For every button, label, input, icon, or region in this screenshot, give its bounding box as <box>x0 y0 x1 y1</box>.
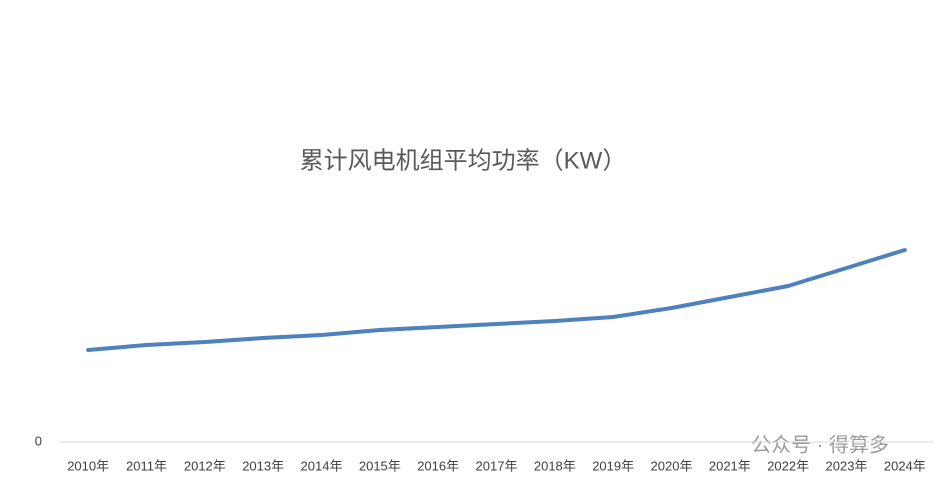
x-tick-label: 2017年 <box>476 458 518 473</box>
x-tick-label: 2018年 <box>534 458 576 473</box>
x-tick-label: 2024年 <box>884 458 926 473</box>
x-tick-label: 2023年 <box>826 458 868 473</box>
x-tick-label: 2020年 <box>651 458 693 473</box>
line-series <box>86 248 907 352</box>
x-tick-label: 2010年 <box>67 458 109 473</box>
x-tick-label: 2014年 <box>301 458 343 473</box>
x-tick-label: 2015年 <box>359 458 401 473</box>
x-tick-label: 2012年 <box>184 458 226 473</box>
x-tick-label: 2016年 <box>417 458 459 473</box>
x-tick-label: 2011年 <box>126 458 167 473</box>
x-tick-label: 2019年 <box>592 458 634 473</box>
x-tick-label: 2013年 <box>242 458 284 473</box>
watermark: 公众号 · 得算多 <box>751 433 889 456</box>
x-tick-label: 2021年 <box>709 458 751 473</box>
x-tick-label: 2022年 <box>767 458 809 473</box>
y-tick-label: 0 <box>35 433 42 448</box>
chart-title: 累计风电机组平均功率（KW） <box>300 147 627 174</box>
